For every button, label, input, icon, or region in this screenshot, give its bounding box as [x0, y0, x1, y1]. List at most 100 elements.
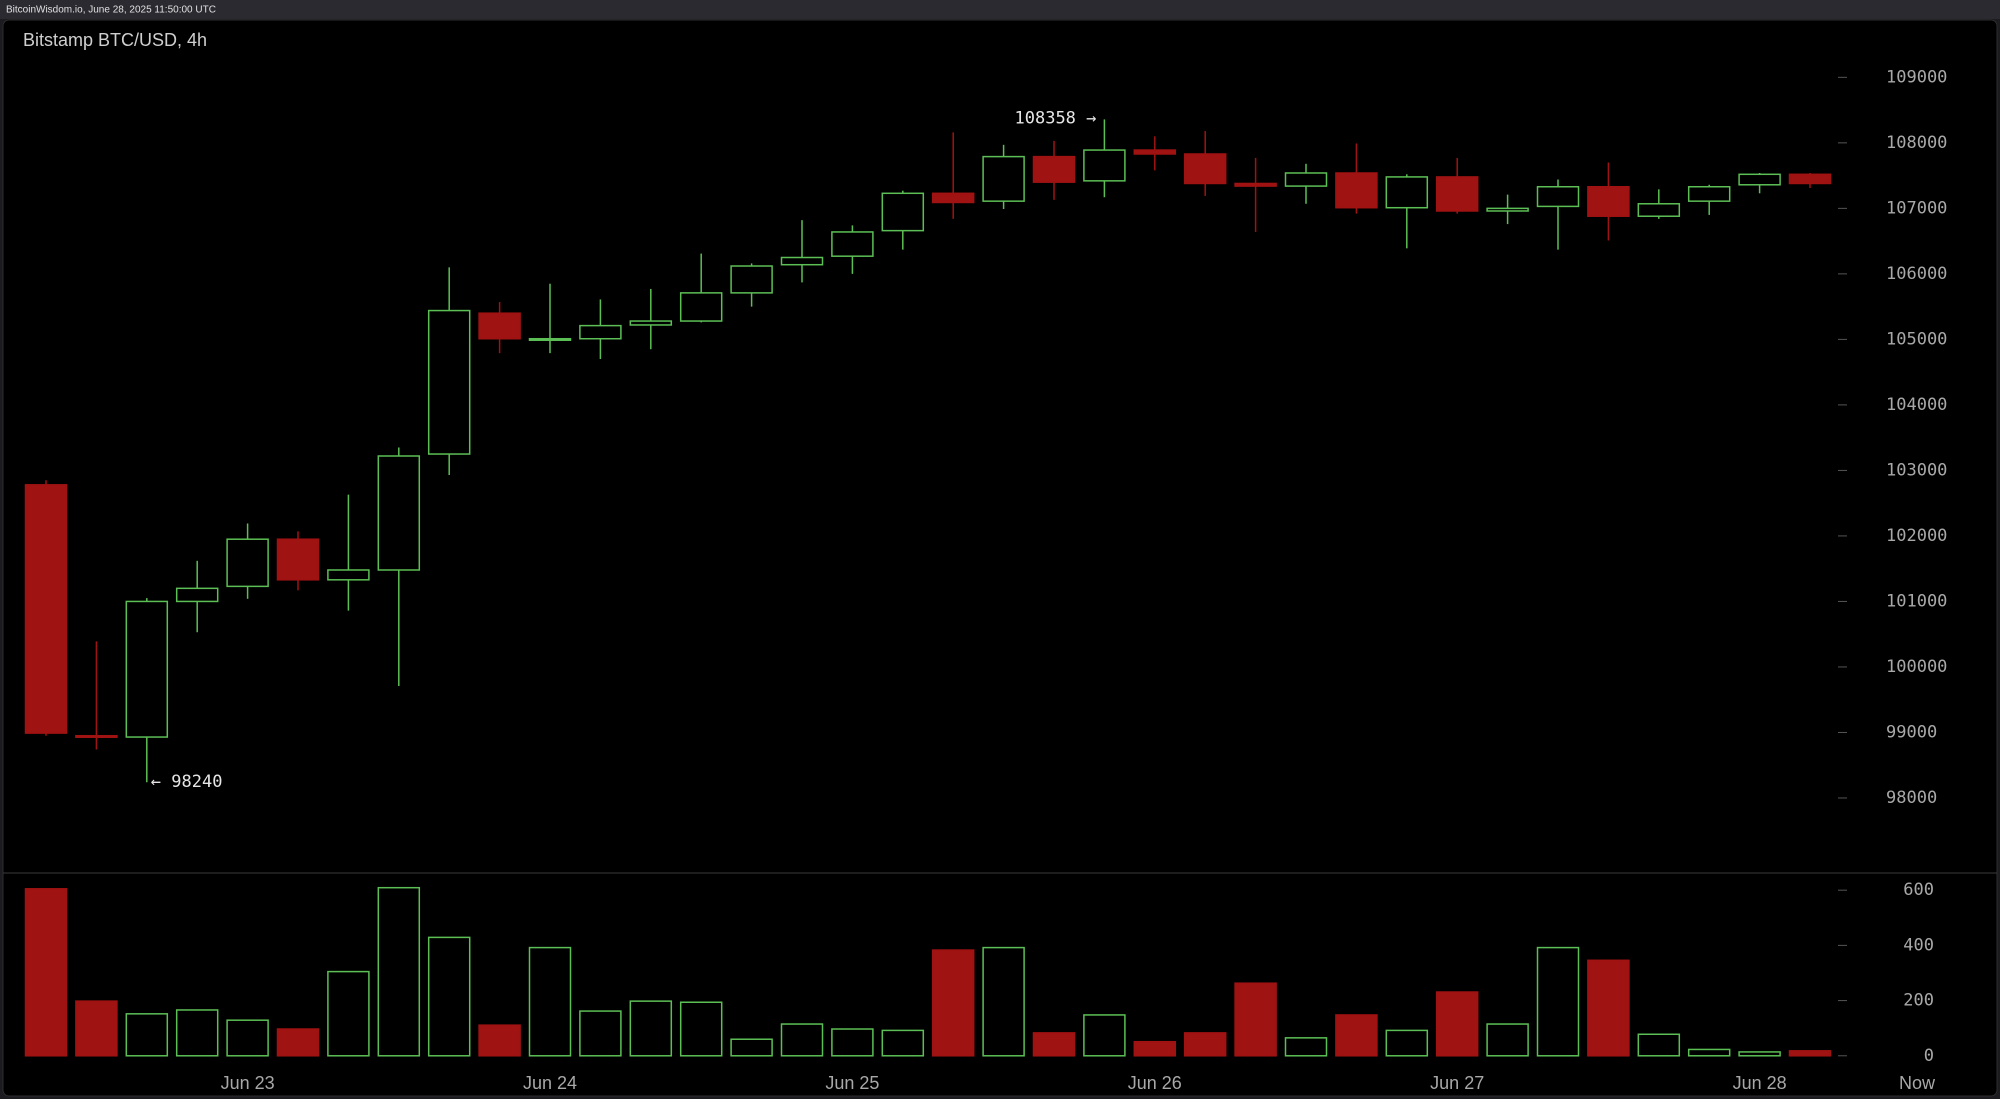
x-tick-label: Jun 24 [523, 1073, 577, 1093]
volume-bar [24, 888, 68, 1057]
low-annotation: ← 98240 [151, 772, 223, 792]
volume-bar [327, 970, 370, 1057]
candle-body [1486, 207, 1529, 212]
volume-bar [1587, 959, 1630, 1057]
y-tick-label: 106000 [1886, 264, 1947, 284]
volume-bar [1486, 1023, 1529, 1057]
candle-body [831, 231, 874, 257]
now-label: Now [1899, 1073, 1936, 1093]
candle-body [1083, 149, 1126, 182]
volume-bar [478, 1024, 521, 1057]
candle-body [175, 587, 219, 603]
volume-bar [75, 1000, 118, 1057]
volume-bar [1234, 982, 1277, 1057]
candle-body [226, 538, 269, 588]
candle-body [1183, 153, 1227, 185]
top-bar [0, 0, 2000, 19]
candle-body [528, 337, 572, 341]
volume-bar [1637, 1033, 1681, 1057]
candle-body [1284, 172, 1328, 187]
volume-bar [528, 946, 572, 1057]
y-tick-label: 99000 [1886, 722, 1937, 742]
volume-bar [679, 1001, 723, 1057]
candle-body [24, 484, 68, 734]
volume-bar [377, 886, 421, 1057]
chart-panel [2, 19, 1998, 1097]
y-tick-label: 100000 [1886, 657, 1947, 677]
volume-bar [226, 1019, 269, 1057]
volume-bar [1687, 1048, 1731, 1057]
candle-body [579, 324, 622, 340]
candle-body [1536, 185, 1580, 208]
volume-bar [982, 946, 1025, 1057]
volume-bar [1435, 991, 1479, 1057]
volume-bar [427, 936, 471, 1057]
candle-body [1234, 182, 1277, 187]
y2-tick-label: 600 [1903, 880, 1934, 900]
x-tick-label: Jun 25 [825, 1073, 879, 1093]
x-tick-label: Jun 27 [1430, 1073, 1484, 1093]
volume-bar [730, 1038, 773, 1057]
y-tick-label: 103000 [1886, 460, 1947, 480]
y2-tick-label: 200 [1903, 991, 1934, 1011]
candle-body [1637, 203, 1681, 217]
candle-body [377, 455, 421, 571]
candle-body [327, 569, 370, 581]
volume-bar [1133, 1040, 1177, 1057]
candle-body [780, 256, 824, 266]
candle-body [1435, 176, 1479, 212]
candle-body [1335, 172, 1378, 209]
volume-bar [881, 1029, 925, 1057]
volume-bar [931, 949, 975, 1057]
y2-tick-label: 0 [1924, 1046, 1934, 1066]
candle-body [730, 265, 773, 294]
volume-bar [579, 1010, 622, 1057]
candle-body [629, 320, 673, 326]
y-tick-label: 107000 [1886, 198, 1947, 218]
candle-body [1133, 149, 1177, 155]
volume-bar [1032, 1032, 1076, 1057]
candle-body [931, 192, 975, 204]
candle-body [1788, 173, 1832, 185]
chart-title: Bitstamp BTC/USD, 4h [23, 30, 207, 50]
candle-body [125, 600, 169, 738]
candle-body [1587, 185, 1630, 217]
volume-bar [1083, 1014, 1126, 1057]
volume-bar [1738, 1051, 1781, 1057]
volume-bar [1788, 1050, 1832, 1057]
volume-bar [780, 1023, 824, 1057]
candle-body [276, 538, 320, 581]
candle-body [1385, 176, 1429, 209]
volume-bar [276, 1028, 320, 1057]
x-tick-label: Jun 26 [1128, 1073, 1182, 1093]
candle-body [679, 292, 723, 322]
y2-tick-label: 400 [1903, 935, 1934, 955]
y-tick-label: 105000 [1886, 329, 1947, 349]
high-annotation: 108358 → [1015, 108, 1097, 128]
candle-body [1738, 173, 1781, 186]
y-tick-label: 104000 [1886, 395, 1947, 415]
candle-body [1687, 185, 1731, 202]
volume-bar [1536, 946, 1580, 1057]
candle-body [982, 155, 1025, 202]
volume-bar [125, 1013, 169, 1057]
candle-body [1032, 155, 1076, 183]
candle-body [881, 192, 925, 232]
volume-bar [1335, 1014, 1378, 1057]
volume-bar [1385, 1029, 1429, 1057]
volume-bar [1183, 1032, 1227, 1057]
x-tick-label: Jun 28 [1733, 1073, 1787, 1093]
volume-bar [831, 1028, 874, 1057]
y-tick-label: 109000 [1886, 67, 1947, 87]
volume-bar [175, 1009, 219, 1057]
candle-body [75, 734, 118, 738]
volume-bar [1284, 1037, 1328, 1057]
y-tick-label: 101000 [1886, 591, 1947, 611]
y-tick-label: 102000 [1886, 526, 1947, 546]
y-tick-label: 98000 [1886, 788, 1937, 808]
y-tick-label: 108000 [1886, 133, 1947, 153]
x-tick-label: Jun 23 [221, 1073, 275, 1093]
header-text: BitcoinWisdom.io, June 28, 2025 11:50:00… [6, 5, 216, 16]
candle-body [427, 309, 471, 455]
